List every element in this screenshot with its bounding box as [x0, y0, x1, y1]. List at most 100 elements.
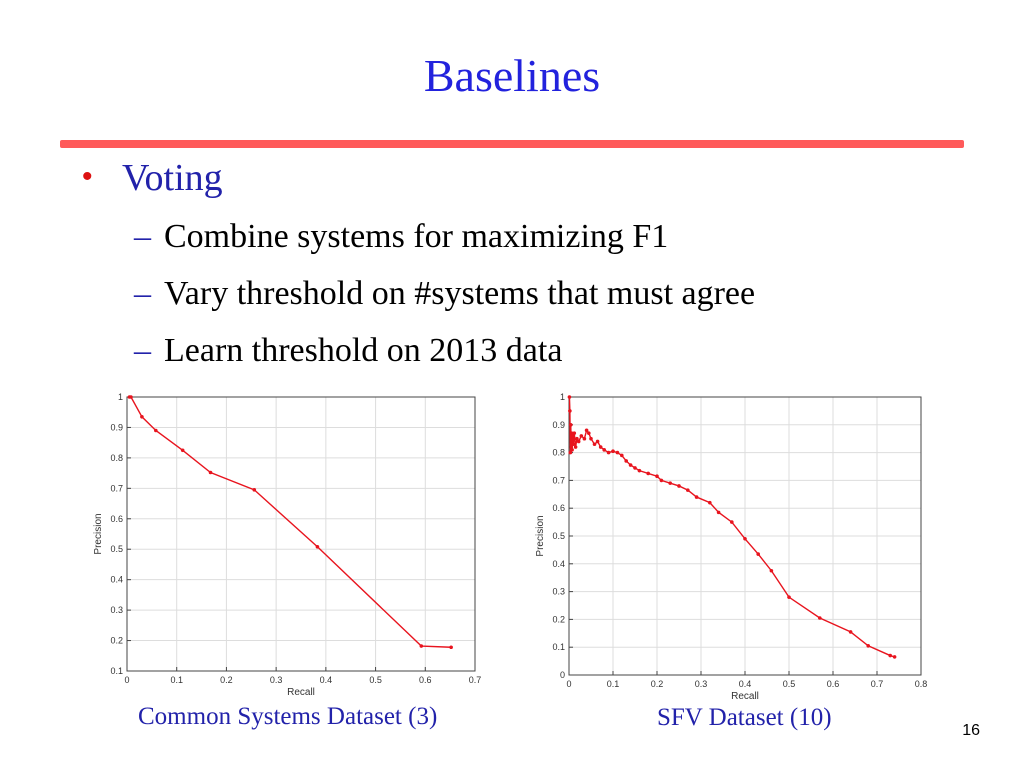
data-point [140, 414, 144, 419]
sub-bullet-text: Vary threshold on #systems that must agr… [164, 275, 756, 312]
data-point [624, 459, 628, 463]
data-point [573, 445, 578, 449]
data-point [568, 423, 573, 427]
data-point [575, 436, 579, 441]
data-point [572, 431, 577, 435]
chart-common-systems-svg: 0 0.1 0.2 0.3 0.4 0.5 0.6 0.70.10.20.30.40.50.6… [93, 392, 482, 698]
bullet-text: Voting [122, 157, 223, 199]
sub-bullet-text: Combine systems for maximizing F1 [164, 218, 669, 255]
data-point [252, 488, 257, 492]
data-point [569, 431, 574, 435]
data-point [892, 655, 897, 659]
plot-frame [126, 396, 476, 672]
series-line [568, 396, 895, 658]
data-point [569, 445, 573, 449]
caption-sfv: SFV Dataset (10) [657, 704, 832, 731]
data-point [154, 428, 158, 433]
y-tick-label: 0.9 [552, 420, 565, 430]
y-tick-label: 0.6 [110, 514, 123, 524]
series-line [129, 396, 452, 648]
x-tick-label: 0.6 [419, 675, 432, 685]
y-tick-label: 0.1 [552, 642, 565, 652]
data-point [615, 450, 620, 455]
y-tick-label: 0.5 [552, 531, 565, 541]
slide-title: Baselines [423, 50, 601, 101]
data-point [592, 442, 597, 447]
data-point [568, 450, 573, 455]
y-tick-label: 0.4 [110, 575, 123, 585]
y-axis-label: Precision [93, 513, 104, 554]
dash-icon: – [134, 275, 151, 312]
chart-sfv: 0 0.1 0.2 0.3 0.4 0.5 0.6 0.7 0.8 0 0.1 0.2 0.3 0.4 0.… [530, 386, 930, 702]
x-axis-label: Recall [287, 687, 315, 698]
data-point [756, 552, 760, 556]
y-tick-label: 0.7 [110, 483, 123, 493]
data-point [602, 448, 606, 452]
x-tick-label: 0.5 [369, 675, 382, 685]
chart-sfv-svg: 0 0.1 0.2 0.3 0.4 0.5 0.6 0.7 0.8 0 0.1 0.2 0.3 0.4 0.… [535, 392, 927, 702]
y-tick-label: 0.5 [110, 544, 123, 554]
title-divider [60, 140, 964, 148]
data-point [598, 445, 603, 449]
data-point [677, 484, 681, 488]
data-point [633, 466, 637, 470]
data-point [655, 474, 659, 479]
y-axis-label: Precision [535, 515, 546, 556]
data-point [686, 488, 690, 492]
y-tick-label: 0.2 [552, 614, 565, 624]
x-tick-label: 0.3 [695, 679, 708, 689]
data-point [208, 470, 213, 475]
data-point [628, 463, 633, 467]
data-point [668, 481, 672, 485]
data-point [818, 616, 822, 620]
data-point [587, 431, 591, 435]
y-tick-label: 0.3 [110, 605, 123, 615]
y-tick-label: 0.8 [552, 448, 565, 458]
x-tick-label: 0.6 [827, 679, 840, 689]
data-point [180, 448, 185, 453]
data-point [866, 644, 870, 648]
x-tick-label: 0.4 [739, 679, 752, 689]
y-tick-label: 1 [560, 392, 565, 402]
data-point [449, 645, 453, 650]
y-tick-label: 0 [560, 670, 565, 680]
x-tick-label: 0.7 [469, 675, 482, 685]
data-point [716, 510, 721, 515]
data-point [708, 500, 712, 505]
data-point [730, 520, 734, 524]
x-tick-label: 0.1 [170, 675, 183, 685]
data-point [568, 409, 572, 413]
dash-icon: – [134, 218, 151, 255]
data-point [582, 436, 587, 441]
data-point [129, 395, 133, 399]
data-point [611, 449, 615, 454]
caption-common-systems: Common Systems Dataset (3) [138, 703, 438, 730]
x-tick-label: 0.1 [607, 679, 620, 689]
x-tick-label: 0.3 [270, 675, 283, 685]
y-tick-label: 0.2 [110, 636, 123, 646]
data-point [589, 436, 593, 441]
data-point [743, 536, 747, 541]
data-point [567, 395, 572, 399]
data-point [576, 439, 581, 444]
y-tick-label: 0.7 [552, 475, 565, 485]
x-tick-label: 0 [566, 679, 571, 689]
chart-common-systems: 0 0.1 0.2 0.3 0.4 0.5 0.6 0.7 0.1 0.2 0.3 0.4 0.5 0.6… [88, 386, 488, 702]
y-tick-label: 0.1 [110, 666, 123, 676]
dash-icon: – [134, 332, 151, 369]
data-point [694, 495, 699, 499]
y-tick-label: 0.4 [552, 559, 565, 569]
data-point [888, 653, 892, 658]
sub-bullet-text: Learn threshold on 2013 data [164, 332, 563, 369]
y-tick-label: 0.9 [110, 422, 123, 432]
data-point [620, 453, 624, 458]
x-tick-label: 0.2 [220, 675, 233, 685]
data-point [787, 595, 791, 599]
data-point [419, 644, 424, 648]
data-point [646, 471, 650, 476]
y-tick-label: 0.6 [552, 503, 565, 513]
x-tick-label: 0 [124, 675, 129, 685]
x-tick-label: 0.2 [651, 679, 664, 689]
y-tick-label: 0.8 [110, 453, 123, 463]
data-point [315, 544, 320, 549]
